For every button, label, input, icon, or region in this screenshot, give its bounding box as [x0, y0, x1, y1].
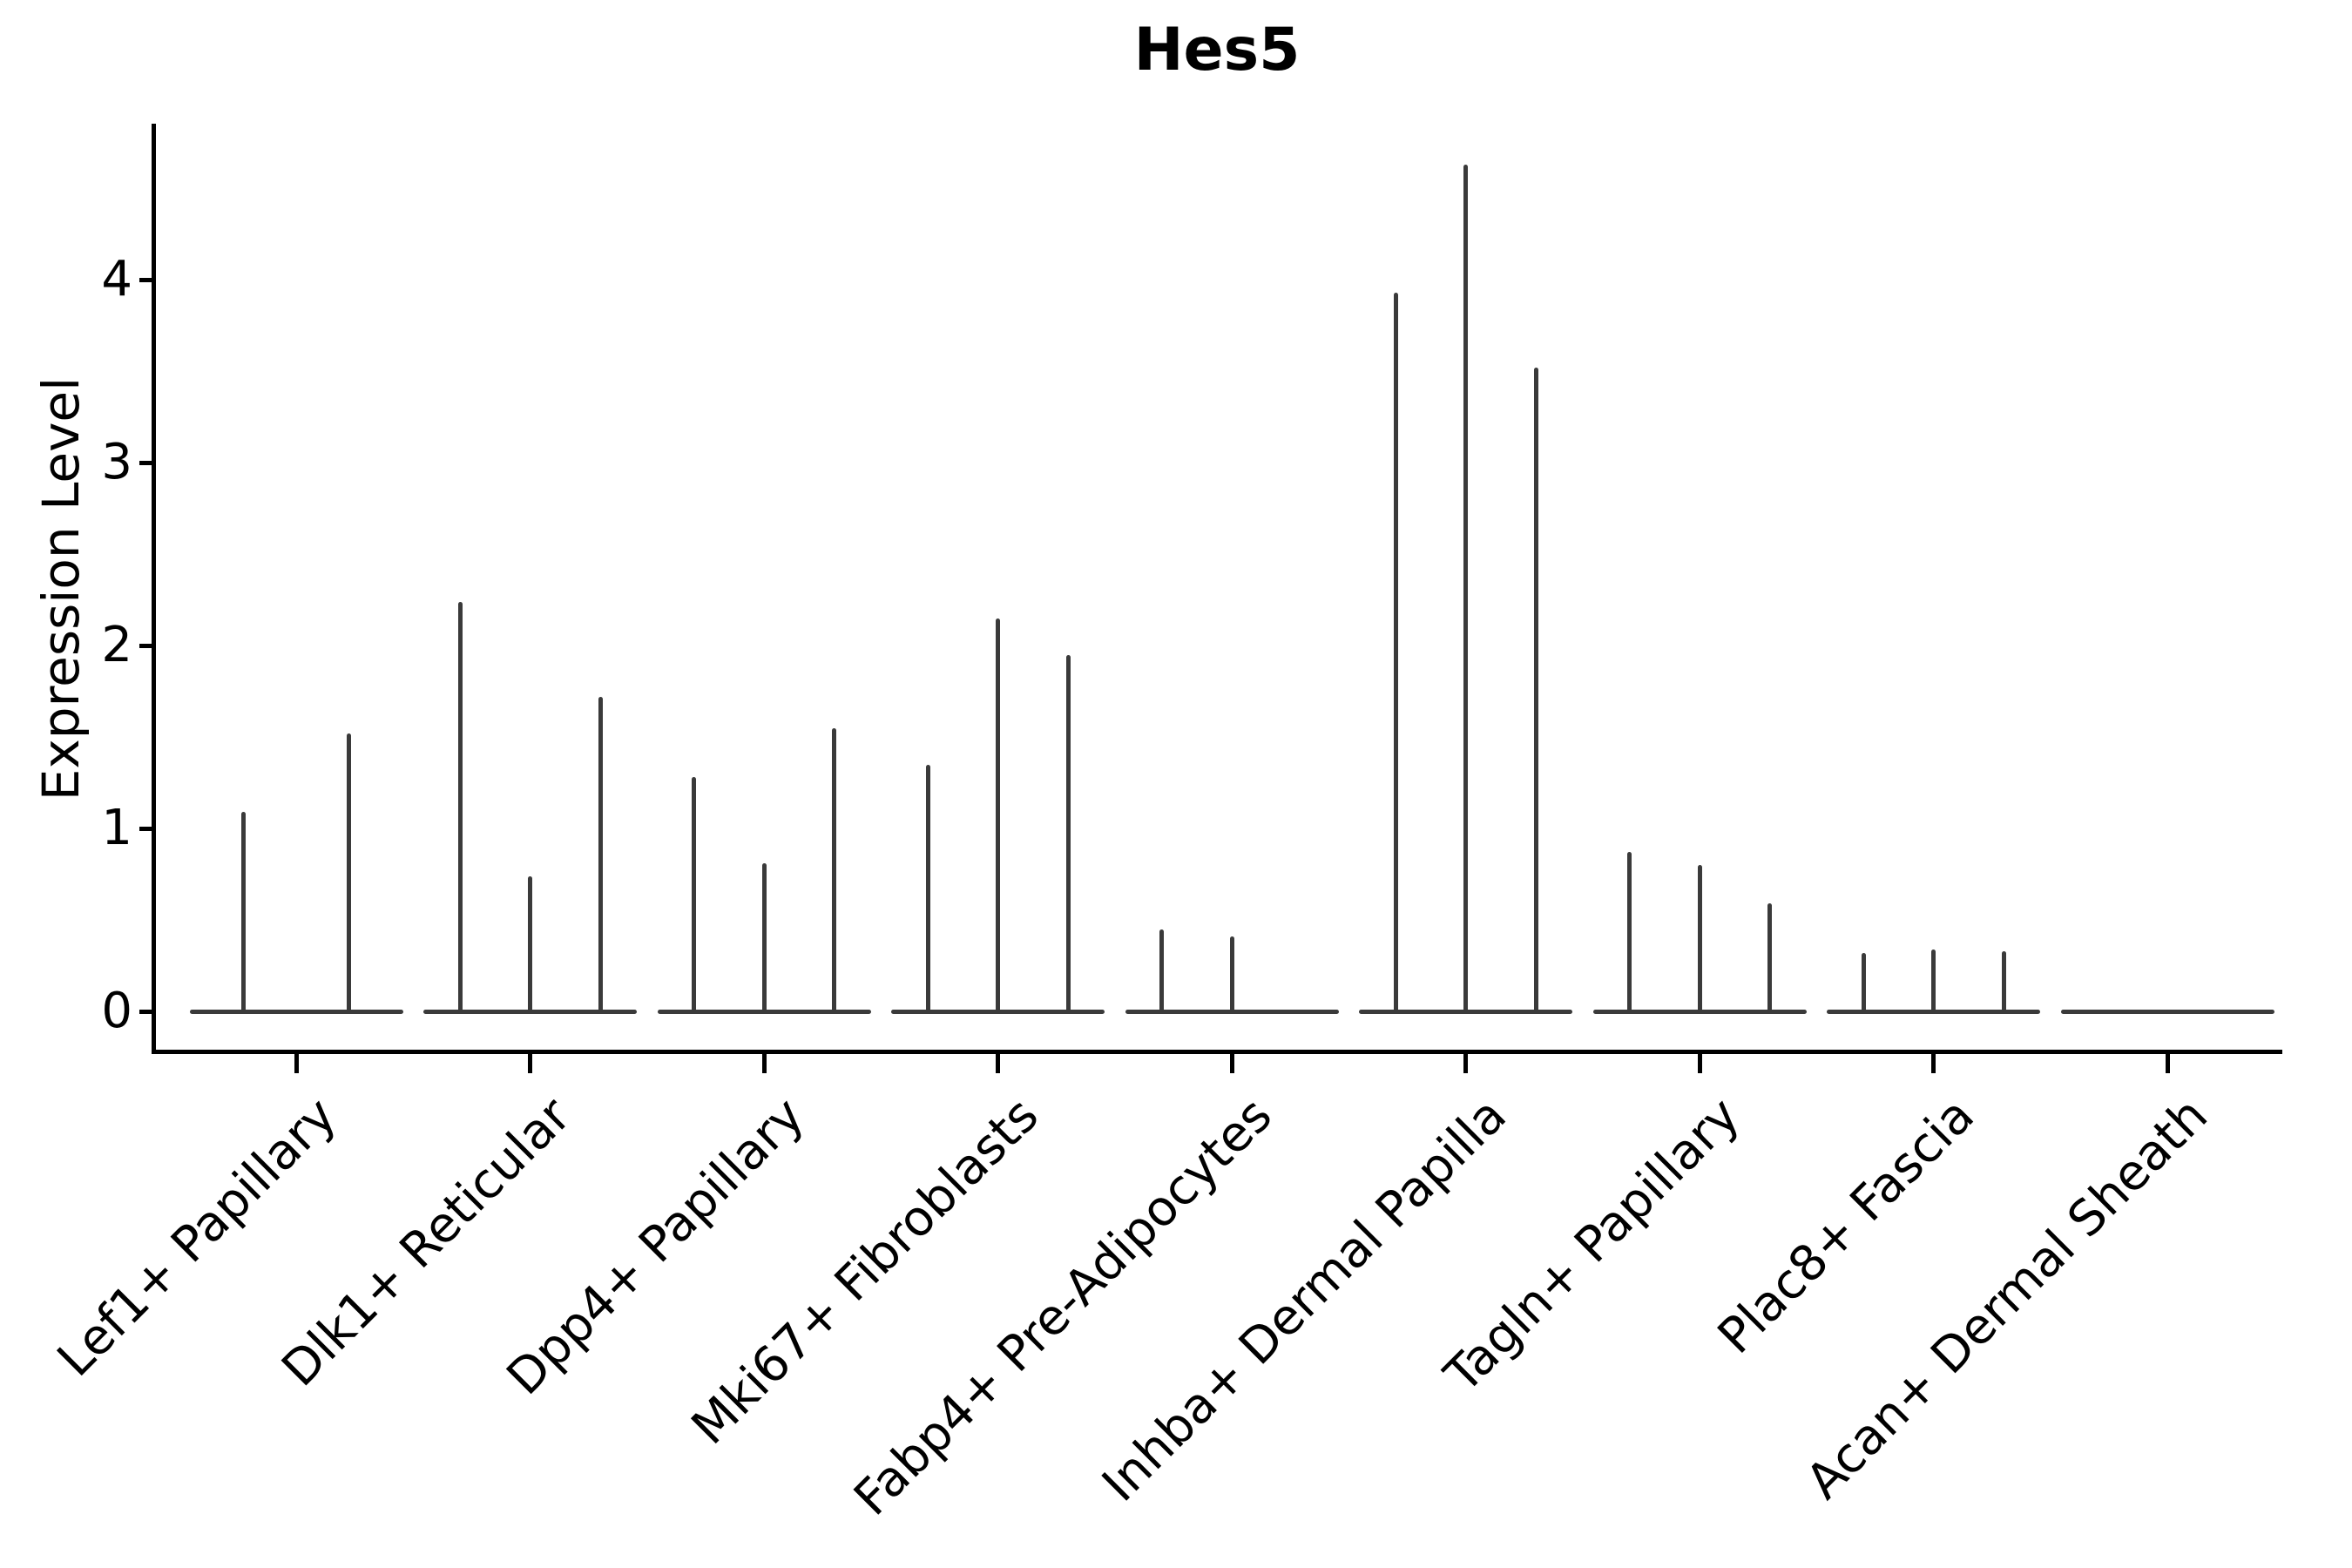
- x-tick-mark: [1463, 1054, 1468, 1073]
- violin-spike: [1861, 952, 1866, 1013]
- violin-spike: [1065, 654, 1071, 1013]
- x-tick-mark: [1931, 1054, 1936, 1073]
- violin-spike: [241, 812, 246, 1013]
- x-axis-spine: [152, 1050, 2282, 1054]
- violin-spike: [1627, 852, 1632, 1013]
- violin-spike: [528, 875, 532, 1013]
- violin-spike: [996, 618, 1000, 1013]
- violin-spike: [1463, 164, 1468, 1013]
- violin-spike: [692, 777, 696, 1013]
- violin-spike: [832, 727, 836, 1013]
- x-tick-mark: [761, 1054, 767, 1073]
- violin-spike: [457, 601, 463, 1013]
- x-tick-mark: [2165, 1054, 2170, 1073]
- y-tick-mark: [139, 643, 152, 648]
- y-tick-mark: [139, 826, 152, 831]
- x-tick-mark: [996, 1054, 1000, 1073]
- y-tick-label: 4: [101, 251, 132, 308]
- violin-spike: [1393, 292, 1398, 1013]
- violin-spike: [2001, 950, 2006, 1013]
- violin-spike: [1931, 949, 1936, 1013]
- violin-spike: [761, 862, 767, 1013]
- x-tick-mark: [1697, 1054, 1702, 1073]
- violin-spike: [1697, 865, 1702, 1013]
- y-tick-mark: [139, 460, 152, 465]
- violin-baseline: [2060, 1009, 2274, 1014]
- x-tick-mark: [294, 1054, 299, 1073]
- x-tick-mark: [528, 1054, 532, 1073]
- violin-spike: [925, 764, 930, 1013]
- violin-spike: [1533, 367, 1538, 1013]
- violin-baseline: [189, 1009, 403, 1014]
- y-axis-spine: [152, 124, 156, 1054]
- x-tick-mark: [1229, 1054, 1234, 1073]
- chart-title: Hes5: [1133, 16, 1301, 84]
- violin-spike: [1229, 936, 1234, 1013]
- y-tick-mark: [139, 277, 152, 282]
- violin-spike: [1767, 903, 1772, 1013]
- violin-spike: [598, 696, 603, 1013]
- violin-spike: [347, 733, 351, 1013]
- y-tick-label: 0: [101, 983, 132, 1039]
- violin-spike: [1159, 929, 1164, 1013]
- y-tick-mark: [139, 1009, 152, 1014]
- y-tick-label: 1: [101, 800, 132, 856]
- y-tick-label: 3: [101, 434, 132, 490]
- y-tick-label: 2: [101, 617, 132, 673]
